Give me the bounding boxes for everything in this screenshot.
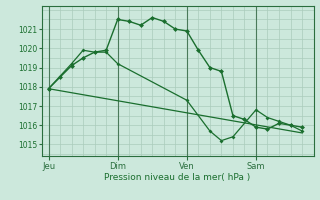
X-axis label: Pression niveau de la mer( hPa ): Pression niveau de la mer( hPa ) (104, 173, 251, 182)
